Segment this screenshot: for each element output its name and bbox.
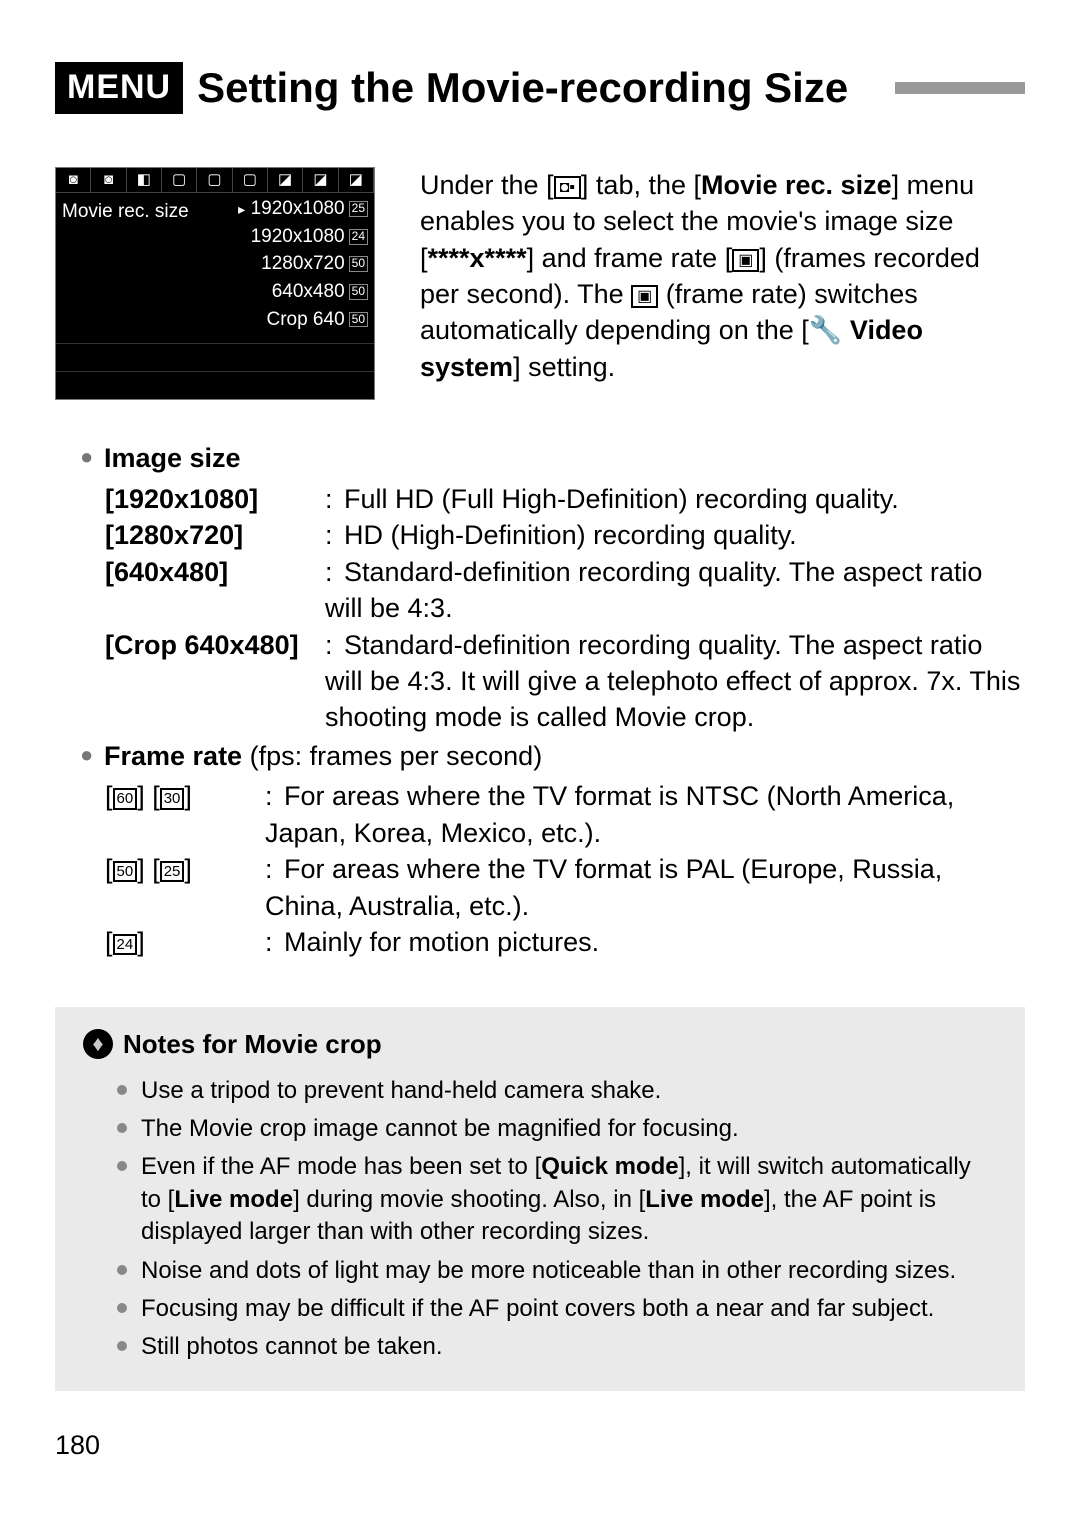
frame-rate-key: [60] [30]	[105, 778, 265, 851]
frame-rate-icon: ▣	[732, 249, 759, 272]
image-size-row: [1280x720]HD (High-Definition) recording…	[105, 517, 1025, 553]
top-row: ◙◙◧▢▢▢◪◪◪ Movie rec. size ▸1920x10802519…	[55, 167, 1025, 401]
frame-rate-value: Mainly for motion pictures.	[265, 924, 1025, 960]
notes-item: Focusing may be difficult if the AF poin…	[117, 1290, 997, 1328]
image-size-value: Standard-definition recording quality. T…	[325, 554, 1025, 627]
lcd-tab-icon: ◪	[303, 168, 338, 193]
image-size-row: [Crop 640x480]Standard-definition record…	[105, 627, 1025, 736]
frame-rate-key: [24]	[105, 924, 265, 960]
lcd-menu-label: Movie rec. size	[56, 193, 204, 335]
camera-movie-tab-icon: ◘▪	[554, 176, 581, 199]
notes-box: ♦ Notes for Movie crop Use a tripod to p…	[55, 1007, 1025, 1391]
title-bar	[895, 82, 1025, 94]
lcd-option: 1280x72050	[206, 250, 368, 278]
frame-rate-value: For areas where the TV format is PAL (Eu…	[265, 851, 1025, 924]
lcd-screenshot: ◙◙◧▢▢▢◪◪◪ Movie rec. size ▸1920x10802519…	[55, 167, 375, 401]
page-title: Setting the Movie-recording Size	[197, 60, 881, 117]
image-size-key: [Crop 640x480]	[105, 627, 325, 736]
lcd-tab-icon: ◧	[127, 168, 162, 193]
lcd-tab-icon: ◙	[91, 168, 126, 193]
section-heading: Image size	[104, 440, 241, 476]
bullet-icon: ●	[80, 738, 104, 774]
notes-item: The Movie crop image cannot be magnified…	[117, 1110, 997, 1148]
image-size-key: [1920x1080]	[105, 481, 325, 517]
notes-list: Use a tripod to prevent hand-held camera…	[117, 1072, 997, 1367]
section-image-size: ● Image size	[80, 440, 1025, 476]
page-number: 180	[55, 1427, 1025, 1463]
notes-item: Use a tripod to prevent hand-held camera…	[117, 1072, 997, 1110]
image-size-row: [640x480]Standard-definition recording q…	[105, 554, 1025, 627]
fps-icon: 50	[113, 861, 138, 882]
image-size-value: Full HD (Full High-Definition) recording…	[325, 481, 1025, 517]
lcd-tab-icon: ◙	[56, 168, 91, 193]
notes-item: Noise and dots of light may be more noti…	[117, 1252, 997, 1290]
image-size-value: Standard-definition recording quality. T…	[325, 627, 1025, 736]
section-heading-rest: (fps: frames per second)	[242, 741, 542, 771]
lcd-option: 1920x108024	[206, 223, 368, 251]
lcd-options: ▸1920x1080251920x1080241280x72050640x480…	[204, 193, 374, 335]
frame-rate-row: [24]Mainly for motion pictures.	[105, 924, 1025, 960]
fps-icon: 60	[113, 788, 138, 809]
notes-heading: Notes for Movie crop	[123, 1027, 382, 1062]
frame-rate-row: [50] [25]For areas where the TV format i…	[105, 851, 1025, 924]
fps-icon: 30	[160, 788, 185, 809]
image-size-value: HD (High-Definition) recording quality.	[325, 517, 1025, 553]
lcd-tab-icon: ◪	[268, 168, 303, 193]
lcd-tabs: ◙◙◧▢▢▢◪◪◪	[56, 168, 374, 194]
frame-rate-icon: ▣	[631, 285, 658, 308]
menu-badge: MENU	[55, 62, 183, 114]
image-size-key: [1280x720]	[105, 517, 325, 553]
wrench-icon: 🔧	[809, 315, 843, 345]
lcd-option: ▸1920x108025	[206, 195, 368, 223]
image-size-row: [1920x1080]Full HD (Full High-Definition…	[105, 481, 1025, 517]
intro-paragraph: Under the [◘▪] tab, the [Movie rec. size…	[420, 167, 1025, 401]
frame-rate-value: For areas where the TV format is NTSC (N…	[265, 778, 1025, 851]
notes-item: Even if the AF mode has been set to [Qui…	[117, 1148, 997, 1251]
lcd-tab-icon: ▢	[233, 168, 268, 193]
fps-icon: 24	[113, 934, 138, 955]
bullet-icon: ●	[80, 440, 104, 476]
section-heading: Frame rate	[104, 741, 242, 771]
image-size-key: [640x480]	[105, 554, 325, 627]
title-row: MENU Setting the Movie-recording Size	[55, 60, 1025, 117]
frame-rate-row: [60] [30]For areas where the TV format i…	[105, 778, 1025, 851]
lcd-option: 640x48050	[206, 278, 368, 306]
frame-rate-key: [50] [25]	[105, 851, 265, 924]
lcd-tab-icon: ▢	[162, 168, 197, 193]
lcd-tab-icon: ◪	[339, 168, 374, 193]
section-frame-rate: ● Frame rate (fps: frames per second)	[80, 738, 1025, 774]
lcd-option: Crop 64050	[206, 306, 368, 334]
info-icon: ♦	[83, 1029, 113, 1059]
fps-icon: 25	[160, 861, 185, 882]
lcd-tab-icon: ▢	[197, 168, 232, 193]
notes-item: Still photos cannot be taken.	[117, 1328, 997, 1366]
